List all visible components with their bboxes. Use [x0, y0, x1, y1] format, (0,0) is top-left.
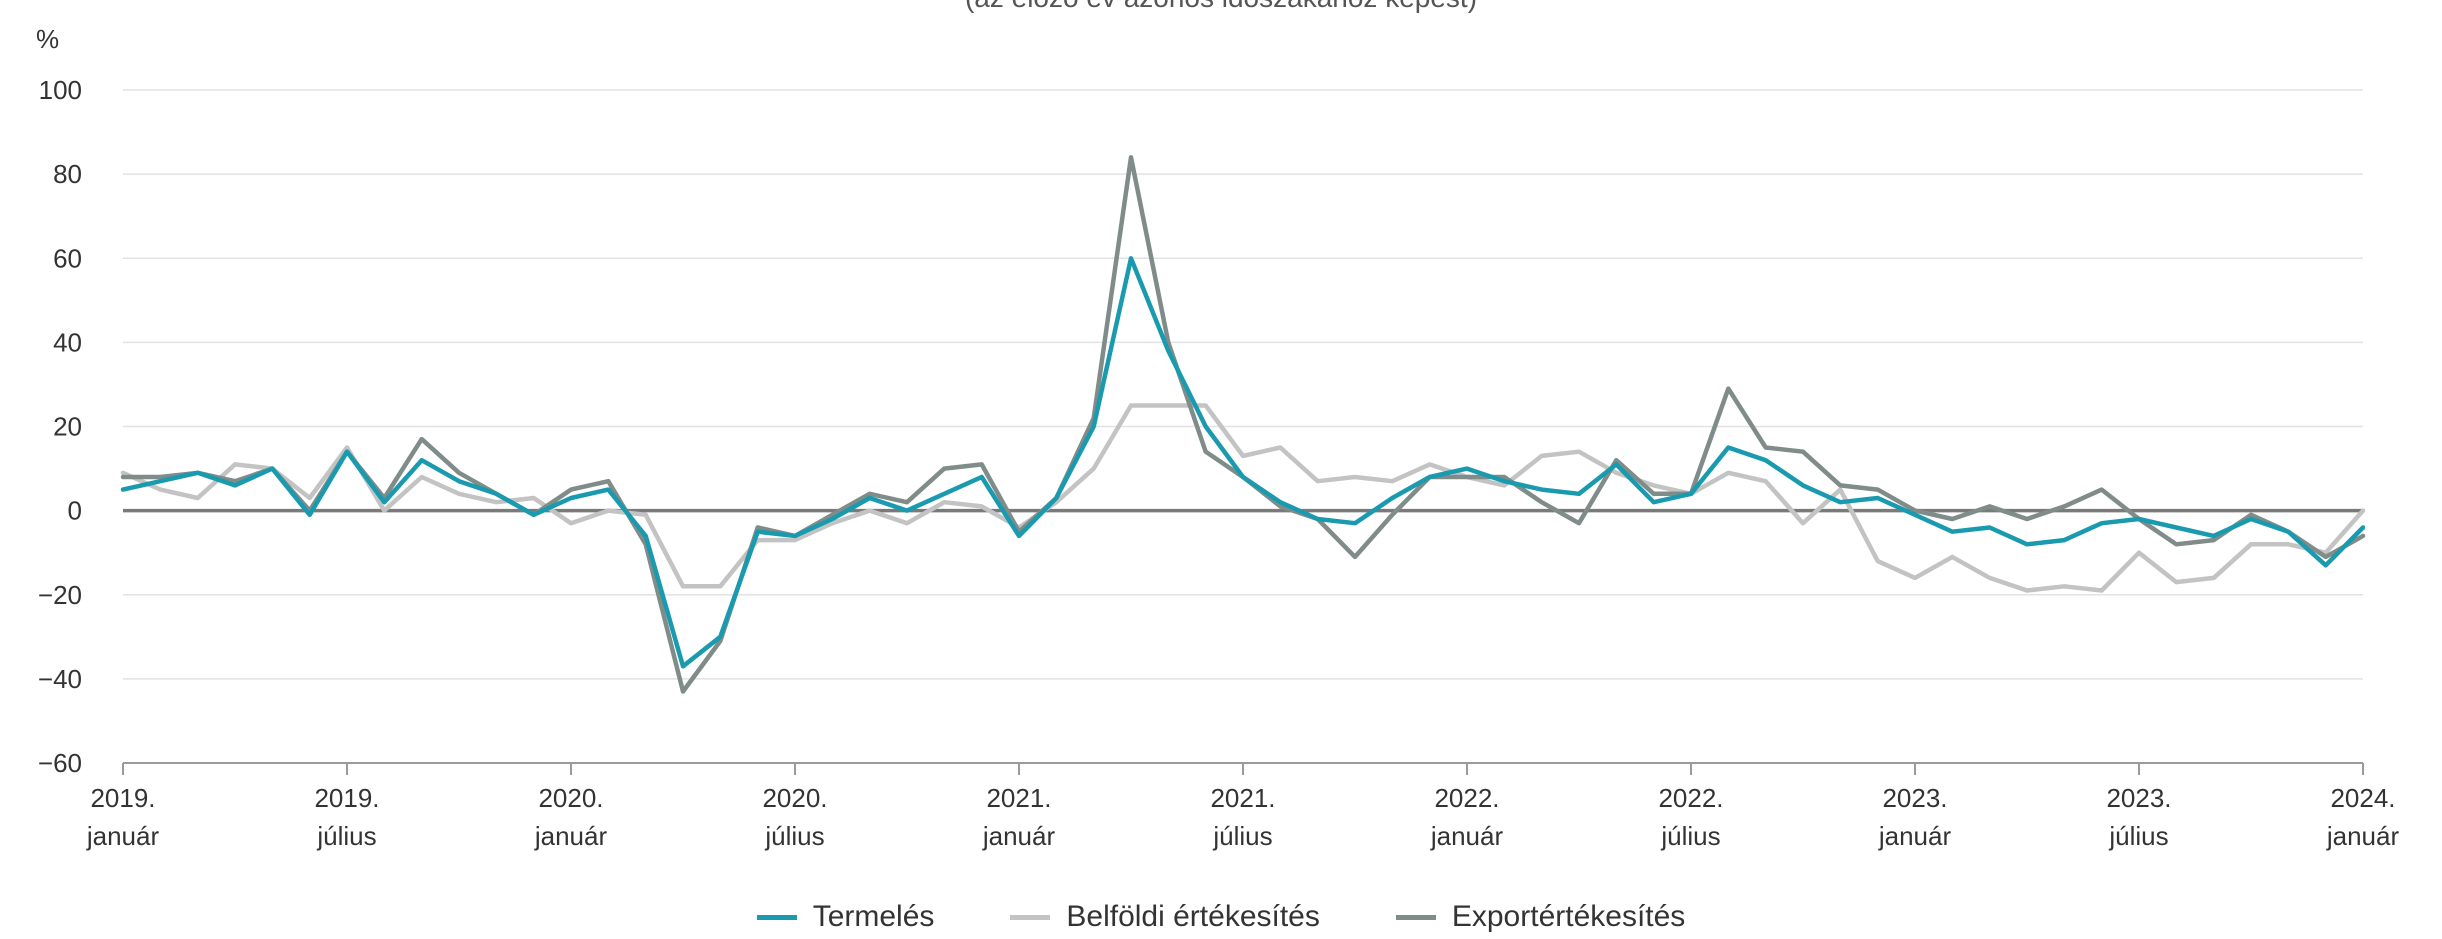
x-tick-label-month: július: [1660, 821, 1720, 851]
x-tick-label-month: január: [982, 821, 1056, 851]
x-tick-label-month: július: [316, 821, 376, 851]
x-tick-label-month: január: [86, 821, 160, 851]
y-tick-label: 100: [39, 75, 82, 105]
y-tick-label: 40: [53, 327, 82, 357]
x-tick-label-month: január: [2326, 821, 2400, 851]
x-tick-label-year: 2019.: [90, 783, 155, 813]
x-tick-label-year: 2024.: [2330, 783, 2395, 813]
legend-item: Termelés: [756, 900, 935, 934]
legend-label: Termelés: [812, 900, 935, 933]
legend-label: Belföldi értékesítés: [1066, 900, 1320, 933]
legend-swatch: [756, 914, 797, 920]
x-tick-label-year: 2023.: [2106, 783, 2171, 813]
y-tick-label: 20: [53, 412, 82, 442]
x-tick-label-month: július: [1212, 821, 1272, 851]
y-tick-label: 0: [68, 496, 82, 526]
x-tick-label-year: 2021.: [986, 783, 1051, 813]
y-tick-label: −40: [38, 664, 82, 694]
y-tick-label: −20: [38, 580, 82, 610]
x-tick-label-month: január: [1430, 821, 1504, 851]
x-tick-label-year: 2022.: [1434, 783, 1499, 813]
x-tick-label-year: 2022.: [1658, 783, 1723, 813]
y-axis-label: %: [36, 24, 59, 54]
x-tick-label-year: 2021.: [1210, 783, 1275, 813]
x-tick-label-year: 2020.: [762, 783, 827, 813]
x-axis: 2019. január 2019. július 2020. január 2020. jú…: [86, 763, 2400, 851]
y-tick-label: 80: [53, 159, 82, 189]
series-lines: [120, 155, 2366, 694]
x-tick-label-month: július: [764, 821, 824, 851]
series-line-0: [120, 256, 2366, 669]
x-tick-label-month: január: [534, 821, 608, 851]
y-tick-label: 60: [53, 243, 82, 273]
legend-swatch: [1395, 914, 1436, 920]
x-tick-label-month: július: [2108, 821, 2168, 851]
legend-swatch: [1010, 914, 1051, 920]
legend: Termelés Belföldi értékesítés Exportértéke…: [0, 895, 2442, 939]
y-axis-tick-labels: 100 80 60 40 20 0 −20 −40 −60: [38, 75, 82, 778]
x-tick-label-month: január: [1878, 821, 1952, 851]
gridlines: [123, 89, 2363, 764]
x-tick-label-year: 2023.: [1882, 783, 1947, 813]
legend-item: Exportértékesítés: [1395, 900, 1686, 934]
legend-item: Belföldi értékesítés: [1010, 900, 1320, 934]
y-tick-label: −60: [38, 748, 82, 778]
series-line-1: [120, 403, 2366, 593]
x-tick-label-year: 2019.: [314, 783, 379, 813]
legend-label: Exportértékesítés: [1451, 900, 1686, 933]
line-chart: 100 80 60 40 20 0 −20 −40 −60 2019. január 2019. jú…: [36, 24, 2400, 851]
series-line-2: [120, 155, 2366, 694]
x-tick-label-year: 2020.: [538, 783, 603, 813]
chart-subtitle: (az előző év azonos időszakához képest): [0, 0, 2442, 14]
